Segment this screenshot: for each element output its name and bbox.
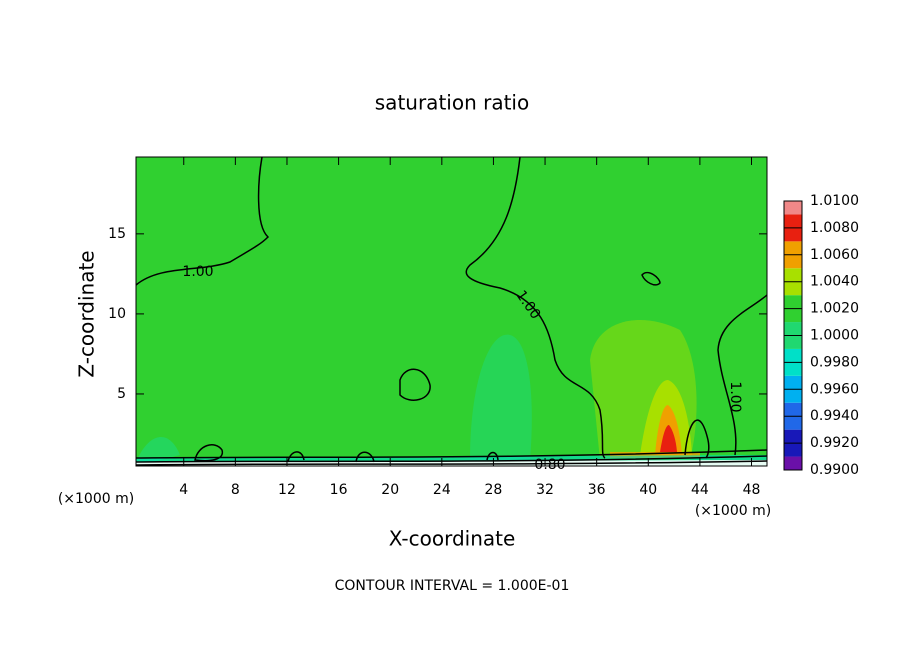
contour-line — [465, 156, 606, 459]
x-tick-label: 20 — [381, 482, 399, 498]
colorbar-band — [784, 416, 802, 430]
contour-line — [135, 449, 768, 459]
contour-line — [717, 294, 768, 456]
y-unit: (×1000 m) — [58, 491, 134, 507]
contour-line — [684, 419, 710, 459]
contour-line — [641, 271, 661, 286]
x-tick-label: 4 — [179, 482, 188, 498]
colorbar-band — [784, 322, 802, 336]
colorbar-band — [784, 241, 802, 255]
x-tick-label: 16 — [330, 482, 348, 498]
x-axis-label: X-coordinate — [389, 527, 516, 551]
colorbar-band — [784, 201, 802, 215]
colorbar-band — [784, 335, 802, 349]
note: CONTOUR INTERVAL = 1.000E-01 — [335, 578, 570, 594]
x-tick-label: 36 — [588, 482, 606, 498]
field-region — [470, 334, 532, 460]
x-tick-label: 32 — [536, 482, 554, 498]
chart-title: saturation ratio — [375, 91, 529, 115]
colorbar-band — [784, 362, 802, 376]
y-tick-label: 10 — [108, 306, 126, 322]
colorbar-label: 1.0100 — [810, 193, 859, 209]
colorbar-band — [784, 214, 802, 228]
colorbar-band — [784, 227, 802, 242]
x-tick-label: 48 — [743, 482, 761, 498]
contour-line — [135, 460, 768, 466]
colorbar-band — [784, 456, 802, 470]
colorbar-band — [784, 375, 802, 390]
colorbar-band — [784, 402, 802, 417]
y-tick-label: 5 — [117, 386, 126, 402]
contour-line — [486, 451, 499, 461]
contour-line — [355, 451, 375, 463]
y-axis-label: Z-coordinate — [75, 250, 99, 377]
plot-frame — [135, 156, 768, 467]
contour-line — [399, 368, 431, 401]
contour-label: 1.00 — [182, 264, 213, 280]
colorbar-label: 1.0000 — [810, 328, 859, 344]
colorbar-band — [784, 389, 802, 403]
x-tick-label: 28 — [485, 482, 503, 498]
colorbar-band — [784, 295, 802, 309]
x-tick-label: 44 — [691, 482, 709, 498]
colorbar-band — [784, 308, 802, 323]
colorbar-label: 0.9940 — [810, 408, 859, 424]
x-tick-label: 24 — [433, 482, 451, 498]
field-region — [660, 425, 677, 452]
x-tick-label: 12 — [278, 482, 296, 498]
colorbar-band — [784, 429, 802, 444]
colorbar-band — [784, 443, 802, 457]
colorbar-band — [784, 348, 802, 363]
colorbar-label: 1.0020 — [810, 301, 859, 317]
colorbar-label: 1.0060 — [810, 247, 859, 263]
y-tick-label: 15 — [108, 226, 126, 242]
colorbar-label: 0.9900 — [810, 462, 859, 478]
x-tick-label: 8 — [231, 482, 240, 498]
colorbar-label: 0.9960 — [810, 381, 859, 397]
contour-line — [194, 444, 224, 462]
plot-area: 1.001.001.000.80 — [135, 156, 768, 473]
colorbar-band — [784, 268, 802, 282]
x-unit: (×1000 m) — [695, 503, 771, 519]
colorbar-label: 0.9980 — [810, 354, 859, 370]
colorbar-label: 1.0080 — [810, 220, 859, 236]
contour-label: 1.00 — [727, 381, 743, 412]
colorbar-band — [784, 281, 802, 296]
contour-line — [135, 455, 768, 463]
contour-label: 0.80 — [534, 457, 565, 473]
contour-line — [135, 156, 270, 286]
colorbar-label: 0.9920 — [810, 435, 859, 451]
colorbar-band — [784, 254, 802, 269]
colorbar-label: 1.0040 — [810, 274, 859, 290]
x-tick-label: 40 — [639, 482, 657, 498]
